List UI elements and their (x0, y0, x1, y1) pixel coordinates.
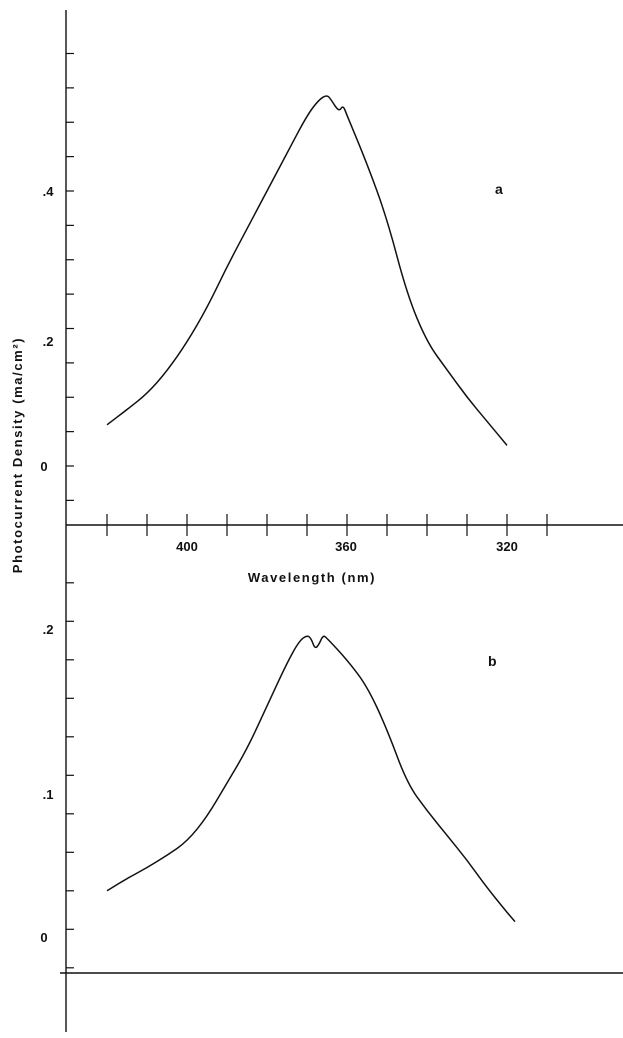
panel-b-series-line (106, 635, 516, 923)
y-axis-title: Photocurrent Density (ma/cm²) (10, 337, 25, 573)
panel-a-x-tick-label-320: 320 (496, 539, 518, 554)
panel-a-x-tick-label-360: 360 (335, 539, 357, 554)
x-axis-title: Wavelength (nm) (248, 570, 376, 585)
panel-a-x-tick-label-400: 400 (176, 539, 198, 554)
panel-a-series-line (106, 95, 508, 446)
panel-a-minor-x-ticks (106, 514, 548, 536)
panel-a-y-tick-label-0: 0 (40, 459, 47, 474)
panel-b-y-tick-label-0.1: .1 (43, 787, 54, 802)
panel-b-label: b (488, 653, 497, 669)
panel-b-y-tick-label-0: 0 (40, 930, 47, 945)
panel-b-y-tick-label-0.2: .2 (43, 622, 54, 637)
panel-a-label: a (495, 181, 503, 197)
panel-a-minor-y-ticks (66, 52, 74, 501)
panel-a-y-tick-label-0.4: .4 (43, 184, 55, 199)
panel-b-minor-y-ticks (66, 582, 74, 969)
panel-a-y-tick-label-0.2: .2 (43, 334, 54, 349)
